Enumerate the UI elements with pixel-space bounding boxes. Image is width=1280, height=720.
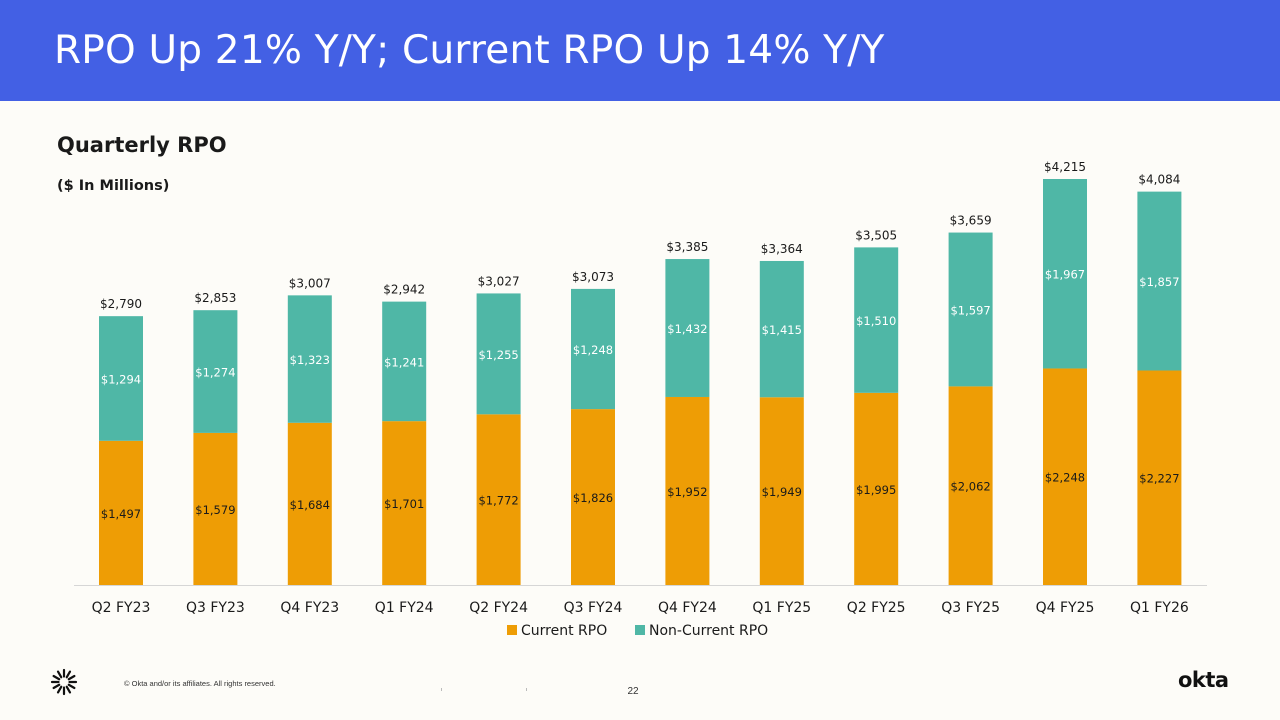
bar-current-rpo [665,396,710,585]
bar-non-current-rpo [948,232,993,387]
data-label-non-current-rpo: $1,510 [856,314,896,328]
data-label-non-current-rpo: $1,857 [1139,275,1179,289]
data-label-non-current-rpo: $1,323 [290,353,330,367]
bar-current-rpo [382,421,427,585]
bar-current-rpo [1043,368,1087,585]
x-tick-label: Q4 FY25 [1036,600,1095,616]
bar-current-rpo [571,409,615,585]
x-tick-label: Q1 FY25 [752,600,811,616]
data-label-total: $3,027 [478,274,520,288]
x-tick-label: Q3 FY24 [564,600,623,616]
bar-current-rpo [948,386,993,585]
data-label-current-rpo: $2,227 [1139,472,1179,486]
data-label-non-current-rpo: $1,274 [195,366,235,380]
bar-current-rpo [193,432,238,585]
data-label-current-rpo: $1,952 [667,485,707,499]
bar-non-current-rpo [1043,179,1087,369]
legend-swatch-current-rpo [507,625,517,635]
x-tick-label: Q1 FY26 [1130,600,1189,616]
data-label-current-rpo: $1,701 [384,497,424,511]
data-label-current-rpo: $1,497 [101,507,141,521]
slide-title: RPO Up 21% Y/Y; Current RPO Up 14% Y/Y [54,28,885,73]
divider-mark [441,688,442,691]
data-label-non-current-rpo: $1,294 [101,372,141,386]
data-label-total: $2,853 [194,291,236,305]
page-number: 22 [627,686,639,697]
data-label-non-current-rpo: $1,415 [762,323,802,337]
bar-current-rpo [476,414,521,585]
bar-non-current-rpo [99,316,143,441]
data-label-current-rpo: $2,062 [950,480,990,494]
data-label-current-rpo: $1,772 [478,494,518,508]
bar-non-current-rpo [287,295,332,423]
data-label-current-rpo: $1,579 [195,503,235,517]
bar-current-rpo [1137,370,1182,585]
bar-current-rpo [287,422,332,585]
data-label-total: $3,364 [761,242,803,256]
divider-mark [526,688,527,691]
copyright-text: © Okta and/or its affiliates. All rights… [124,679,276,688]
data-label-total: $3,007 [289,276,331,290]
data-label-non-current-rpo: $1,248 [573,343,613,357]
bar-current-rpo [854,392,899,585]
x-tick-label: Q4 FY24 [658,600,717,616]
bar-non-current-rpo [665,259,710,397]
bar-non-current-rpo [571,288,615,410]
data-label-current-rpo: $1,995 [856,483,896,497]
chart-subtitle: ($ In Millions) [57,178,170,194]
x-tick-label: Q2 FY24 [469,600,528,616]
x-tick-label: Q2 FY23 [92,600,151,616]
bar-non-current-rpo [382,301,427,422]
data-label-total: $4,084 [1138,173,1180,187]
data-label-total: $4,215 [1044,160,1086,174]
data-label-current-rpo: $1,684 [290,498,330,512]
x-tick-label: Q4 FY23 [280,600,339,616]
legend-label-current-rpo: Current RPO [521,623,607,639]
bar-current-rpo [759,397,804,585]
stacked-bar-chart: $1,497 $1,294 $2,790 Q2 FY23 $1,579 $1,274 $2,… [74,160,1207,639]
data-label-non-current-rpo: $1,255 [478,348,518,362]
data-label-total: $2,790 [100,297,142,311]
data-label-current-rpo: $1,826 [573,491,613,505]
header-banner: RPO Up 21% Y/Y; Current RPO Up 14% Y/Y [0,0,1280,101]
bar-non-current-rpo [854,247,899,393]
bar-non-current-rpo [476,293,521,415]
okta-logo: okta [1178,668,1229,692]
data-label-total: $3,505 [855,228,897,242]
x-tick-label: Q3 FY25 [941,600,1000,616]
data-label-current-rpo: $1,949 [762,485,802,499]
okta-sunburst-icon [50,668,78,696]
data-label-non-current-rpo: $1,597 [950,303,990,317]
data-label-total: $3,385 [666,240,708,254]
data-label-total: $2,942 [383,283,425,297]
data-label-current-rpo: $2,248 [1045,471,1085,485]
legend-swatch-non-current-rpo [635,625,645,635]
data-label-total: $3,659 [950,214,992,228]
data-label-non-current-rpo: $1,432 [667,322,707,336]
bar-non-current-rpo [759,260,804,398]
data-label-non-current-rpo: $1,967 [1045,268,1085,282]
bar-non-current-rpo [193,310,238,433]
bar-non-current-rpo [1137,191,1182,371]
data-label-non-current-rpo: $1,241 [384,355,424,369]
x-tick-label: Q3 FY23 [186,600,245,616]
x-tick-label: Q2 FY25 [847,600,906,616]
x-tick-label: Q1 FY24 [375,600,434,616]
bar-current-rpo [99,440,143,585]
legend-label-non-current-rpo: Non-Current RPO [649,623,768,639]
chart-title: Quarterly RPO [57,133,227,157]
data-label-total: $3,073 [572,270,614,284]
